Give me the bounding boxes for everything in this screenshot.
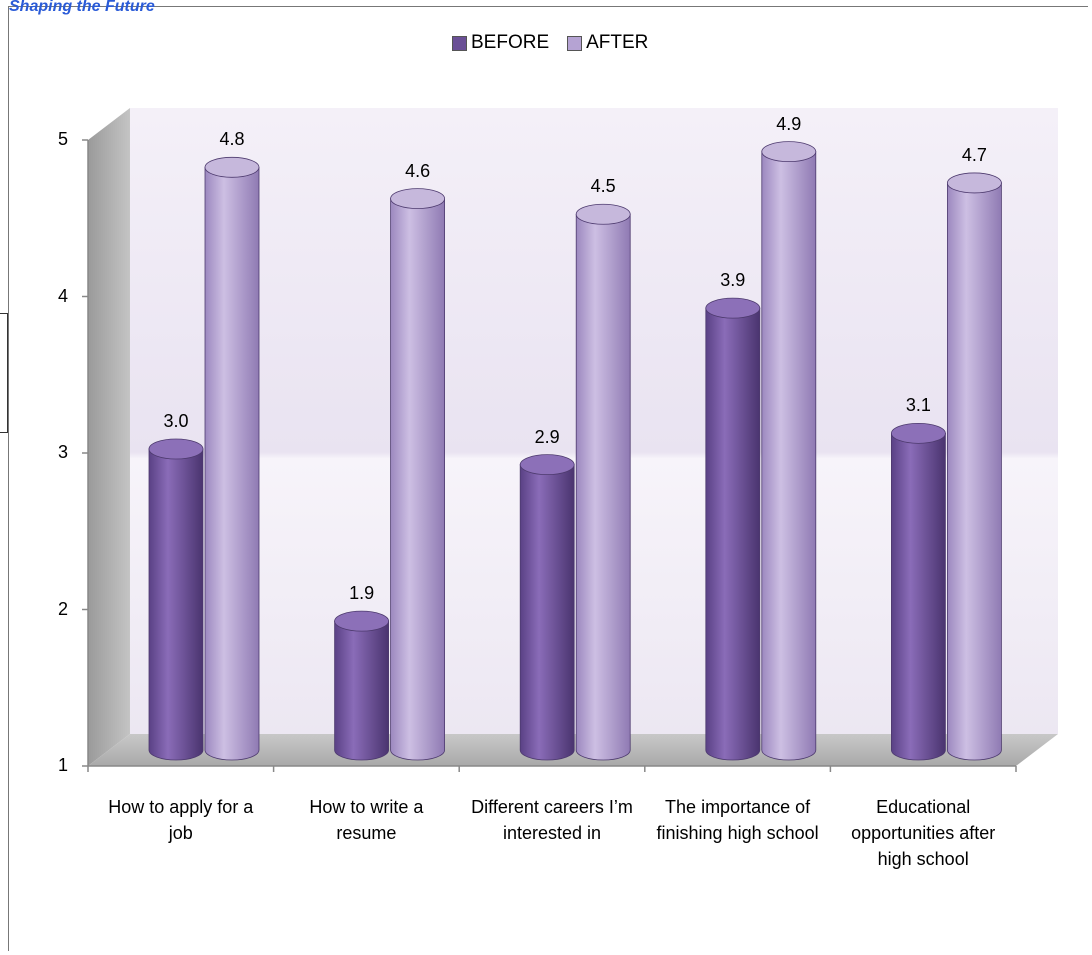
data-label-after: 4.5: [590, 176, 616, 197]
x-category-label: Different careers I’m interested in: [471, 797, 633, 843]
bar-before-top: [148, 438, 204, 460]
bar-after: [947, 182, 1002, 761]
bar-before: [891, 432, 946, 761]
top-caption: Shaping the Future: [9, 0, 155, 15]
bar-after-top: [761, 141, 817, 163]
bar-after-top: [390, 188, 446, 210]
bar-after: [390, 198, 445, 761]
bar-before-top: [705, 297, 761, 319]
bar-after-top: [204, 156, 260, 178]
legend-swatch-after: [567, 35, 583, 51]
bar-before: [705, 307, 761, 761]
side-wall: [88, 108, 130, 766]
bar-after: [761, 151, 817, 761]
side-box: [0, 313, 8, 433]
x-category-label: The importance of finishing high school: [656, 797, 819, 843]
bar-before: [334, 620, 389, 761]
x-category-label: How to write a resume: [309, 797, 424, 843]
bar-before: [148, 448, 204, 761]
y-tick-label: 1: [57, 755, 68, 775]
bar-before-top: [334, 610, 390, 632]
x-category-label: Educational opportunities after high sch…: [851, 797, 996, 869]
bar-after: [204, 166, 260, 761]
y-tick-label: 3: [57, 442, 68, 462]
x-category-label: How to apply for a job: [108, 797, 254, 843]
data-label-before: 3.9: [720, 270, 746, 291]
chart-frame: Shaping the Future: [8, 0, 1088, 951]
bar-before: [519, 464, 575, 761]
y-tick-label: 5: [57, 129, 68, 149]
data-label-after: 4.7: [961, 144, 987, 165]
data-label-before: 3.0: [163, 411, 189, 431]
data-label-before: 1.9: [349, 583, 375, 604]
legend-item-after: AFTER: [567, 32, 648, 54]
data-label-after: 4.6: [405, 160, 431, 181]
bar-before-top: [519, 454, 575, 476]
data-label-after: 4.9: [776, 113, 802, 134]
data-label-before: 3.1: [905, 395, 931, 416]
data-label-after: 4.8: [219, 129, 245, 150]
data-label-before: 2.9: [534, 426, 560, 447]
legend: BEFORE AFTER: [452, 32, 660, 54]
y-tick-label: 2: [57, 598, 68, 619]
legend-item-before: BEFORE: [452, 32, 549, 54]
legend-swatch-before: [452, 35, 467, 51]
bar-after: [575, 213, 631, 761]
bar-after-top: [947, 172, 1002, 194]
legend-label-after: AFTER: [586, 32, 649, 53]
bar-before-top: [891, 422, 946, 444]
y-tick-label: 4: [57, 285, 68, 306]
bar-after-top: [575, 203, 631, 225]
legend-label-before: BEFORE: [471, 32, 550, 53]
